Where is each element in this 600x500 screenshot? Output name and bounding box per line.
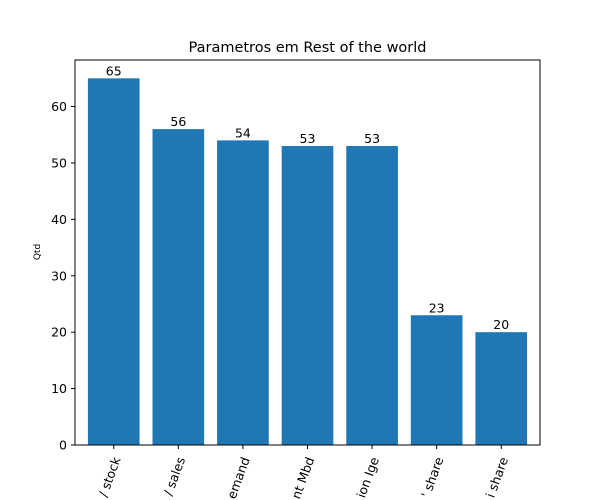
x-tick-label: i share	[483, 455, 512, 500]
chart-title: Parametros em Rest of the world	[189, 40, 427, 56]
bar-value-label: 53	[364, 131, 380, 146]
x-tick-label: / stock	[95, 454, 124, 499]
y-tick-label: 50	[51, 155, 67, 170]
bar-value-label: 65	[106, 63, 122, 78]
y-tick-label: 10	[51, 381, 67, 396]
y-tick-label: 60	[51, 99, 67, 114]
bar-value-label: 20	[493, 317, 509, 332]
bar-value-label: 56	[170, 114, 186, 129]
y-tick-label: 20	[51, 325, 67, 340]
bar-value-label: 54	[235, 125, 251, 140]
y-axis-label: Qtd	[33, 244, 43, 260]
bar	[87, 78, 140, 445]
value-labels-group: 65 56 54 53 53 23 20	[106, 63, 509, 332]
x-tick-label: nt Mbd	[288, 455, 317, 500]
bar-value-label: 23	[429, 300, 445, 315]
bar-value-label: 53	[300, 131, 316, 146]
y-axis: 0 10 20 30 40 50 60	[51, 99, 75, 453]
bars-group	[87, 78, 528, 445]
x-tick-label: ion Ige	[353, 455, 382, 500]
y-tick-label: 0	[59, 438, 67, 453]
x-tick-label: ' share	[418, 455, 447, 500]
bar	[217, 140, 269, 445]
y-tick-label: 40	[51, 212, 67, 227]
y-tick-label: 30	[51, 268, 67, 283]
x-tick-label: emand	[224, 455, 253, 500]
bar	[346, 146, 398, 445]
bar	[475, 332, 528, 445]
bar	[281, 146, 334, 445]
x-axis: / stock / sales emand nt Mbd ion Ige ' share i…	[95, 445, 511, 500]
bar	[410, 315, 463, 445]
x-tick-label: / sales	[160, 455, 188, 498]
bar	[152, 129, 205, 445]
